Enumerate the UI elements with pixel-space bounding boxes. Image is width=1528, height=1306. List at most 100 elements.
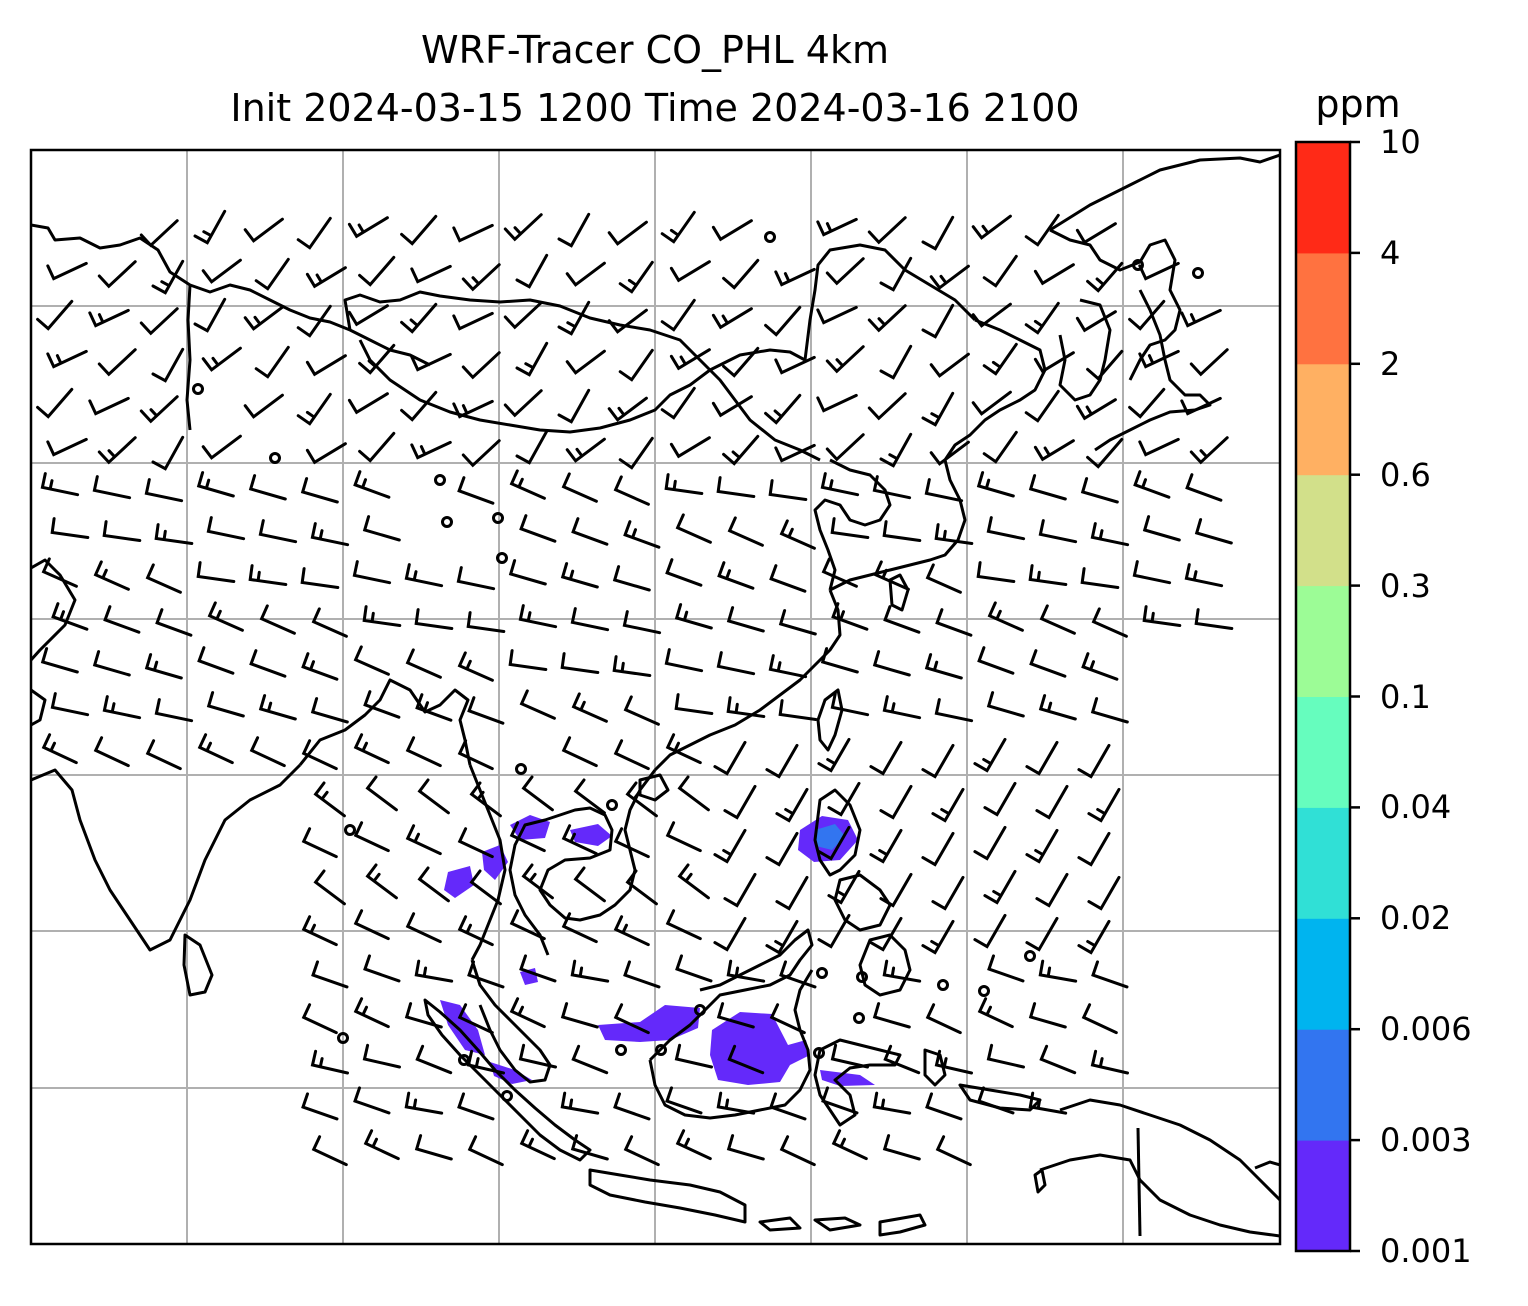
wind-barb: [1024, 213, 1060, 247]
wind-barb: [765, 919, 799, 955]
colorbar-unit-label: ppm: [1315, 82, 1401, 126]
wind-barb: [145, 739, 182, 771]
border-north: [31, 223, 431, 367]
wind-barb: [613, 475, 650, 506]
wind-barb: [201, 258, 242, 284]
wind-barb: [201, 434, 242, 460]
wind-barb: [102, 520, 142, 542]
wind-barb: [726, 606, 765, 633]
wind-barb: [457, 476, 495, 505]
colorbar-tick-label: 0.6: [1380, 455, 1431, 494]
wind-barb: [206, 691, 245, 718]
wind-barb: [713, 828, 747, 864]
wind-barb: [711, 219, 753, 242]
wind-barb: [722, 258, 760, 290]
wind-barb: [155, 608, 193, 637]
colorbar: [1294, 140, 1360, 1253]
wind-barb: [571, 692, 608, 723]
wind-barb: [925, 1092, 963, 1121]
wind-barb: [625, 869, 658, 906]
wind-barb: [669, 436, 711, 459]
wind-barb: [613, 1092, 651, 1121]
wind-barb: [363, 954, 401, 983]
wind-barb: [305, 354, 347, 377]
wind-barb: [821, 1086, 859, 1115]
wind-barb: [457, 739, 494, 771]
wind-barb: [310, 522, 350, 547]
wind-barb: [769, 1003, 806, 1035]
colorbar-tick-label: 0.02: [1380, 899, 1452, 938]
wind-barb: [623, 520, 661, 549]
wind-barb: [144, 653, 183, 680]
wind-barb: [347, 392, 389, 415]
coastline-moluccas: [958, 1083, 1042, 1112]
wind-barb: [774, 267, 816, 287]
wind-barb: [570, 607, 610, 632]
wind-barb: [50, 517, 90, 539]
border-north: [185, 284, 192, 431]
calm-wind-circle: [192, 383, 204, 395]
wind-barb: [664, 473, 704, 495]
wind-barb: [977, 997, 1014, 1029]
wind-barb: [248, 564, 288, 586]
coastline-sunda: [878, 1213, 927, 1237]
wind-barb: [457, 651, 494, 682]
chart-title-line2: Init 2024-03-15 1200 Time 2024-03-16 210…: [230, 86, 1080, 130]
wind-barb: [778, 609, 817, 636]
wind-barb: [197, 646, 235, 675]
wind-barb: [1028, 474, 1067, 501]
wind-barb: [365, 863, 398, 900]
wind-barb: [139, 395, 179, 424]
wind-barb: [503, 389, 543, 418]
wind-barb: [1180, 308, 1222, 328]
wind-barb: [665, 909, 702, 941]
wind-barb: [623, 695, 660, 726]
wind-barb: [40, 647, 79, 674]
wind-barb: [144, 478, 184, 503]
wind-barb: [400, 302, 438, 334]
colorbar-tick-label: 4: [1380, 233, 1401, 272]
wind-barb: [518, 604, 558, 629]
wind-barb: [400, 390, 438, 422]
border-tibet: [358, 339, 806, 434]
wind-barb: [722, 346, 760, 378]
wind-barb: [986, 516, 1026, 541]
wind-barb: [92, 650, 131, 677]
wind-barb: [713, 740, 747, 776]
tracer-patch: [570, 824, 612, 846]
wind-barb: [607, 308, 648, 334]
wind-barb: [1035, 872, 1069, 908]
wind-barb: [765, 743, 799, 779]
calm-wind-circle: [501, 1090, 513, 1102]
wind-barb: [301, 915, 338, 947]
wind-barb: [872, 1002, 911, 1029]
wind-barb: [353, 909, 390, 941]
wind-barb: [830, 692, 870, 717]
wind-barb: [830, 1043, 869, 1069]
colorbar-segment: [1296, 1029, 1350, 1141]
wind-barb: [973, 913, 1007, 949]
wind-barb: [560, 652, 600, 674]
wind-barb: [929, 352, 970, 378]
coastline-island: [1033, 1168, 1047, 1194]
wind-barb: [415, 1044, 453, 1075]
wind-barb: [521, 775, 554, 812]
wind-barb: [1039, 604, 1076, 635]
wind-barb: [660, 298, 696, 332]
coastline-india: [31, 558, 77, 662]
wind-barb: [206, 516, 246, 541]
wind-barb: [310, 697, 349, 724]
wind-barb: [1077, 919, 1111, 955]
wind-barb: [613, 1003, 650, 1035]
wind-barb: [726, 959, 766, 983]
wind-barb: [561, 824, 598, 856]
wind-barb: [883, 1044, 921, 1075]
wind-barb: [518, 1043, 557, 1069]
wind-barb: [716, 651, 756, 676]
wind-barb: [869, 828, 903, 864]
wind-barb: [405, 648, 442, 679]
wind-barb: [827, 869, 861, 905]
wind-barb: [1077, 831, 1111, 867]
wind-barb: [410, 352, 452, 372]
wind-barb: [311, 960, 349, 989]
